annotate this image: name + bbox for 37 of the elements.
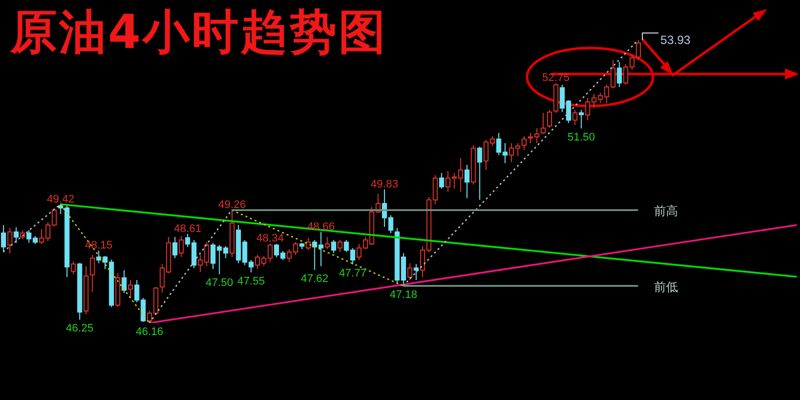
candlestick	[84, 266, 89, 315]
text: 47.50	[206, 277, 234, 290]
text: 47.62	[300, 272, 328, 285]
text: 49.26	[218, 199, 246, 212]
candlestick	[477, 146, 482, 200]
text: 49.42	[46, 193, 74, 206]
text: 47.77	[338, 267, 366, 280]
text: 51.50	[568, 132, 596, 144]
candlestick	[572, 109, 578, 126]
candlestick	[128, 280, 133, 298]
text: 46.16	[136, 326, 164, 338]
text: 52.75	[542, 72, 570, 84]
candlestick	[464, 164, 470, 199]
candlestick	[578, 109, 584, 130]
candlestick	[115, 272, 120, 308]
candlestick	[540, 112, 546, 134]
candlestick	[1, 224, 6, 252]
candlestick	[414, 263, 419, 281]
candlestick	[324, 236, 330, 250]
candlestick	[172, 236, 178, 259]
candlestick	[122, 270, 127, 294]
text: 48.61	[174, 222, 202, 235]
text: 49.83	[370, 178, 398, 190]
text: 47.18	[390, 288, 418, 301]
text: 48.34	[256, 232, 284, 245]
candlestick	[90, 254, 95, 293]
candlestick	[230, 210, 235, 258]
series-label: 前低	[654, 280, 678, 294]
series-label: 前高	[654, 204, 678, 218]
text: 48.15	[84, 240, 113, 252]
text: 53.93	[660, 33, 690, 47]
candlestick	[14, 226, 19, 244]
text: 46.25	[66, 322, 94, 335]
text: 47.55	[237, 275, 265, 288]
chart-title: 原油4小时趋势图	[10, 5, 388, 61]
candlestick	[7, 227, 12, 254]
candlestick	[616, 61, 622, 88]
